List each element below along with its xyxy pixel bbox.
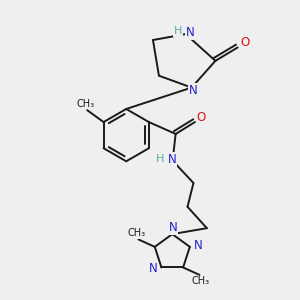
Text: O: O: [197, 111, 206, 124]
Text: H: H: [156, 154, 164, 164]
Text: N: N: [194, 239, 203, 252]
Text: N: N: [167, 153, 176, 166]
Text: CH₃: CH₃: [192, 276, 210, 286]
Text: O: O: [241, 37, 250, 50]
Text: CH₃: CH₃: [77, 99, 95, 109]
Text: CH₃: CH₃: [128, 228, 146, 238]
Text: N: N: [186, 26, 194, 39]
Text: N: N: [189, 84, 197, 97]
Text: N: N: [149, 262, 158, 275]
Text: H: H: [174, 26, 182, 36]
Text: N: N: [169, 221, 177, 234]
